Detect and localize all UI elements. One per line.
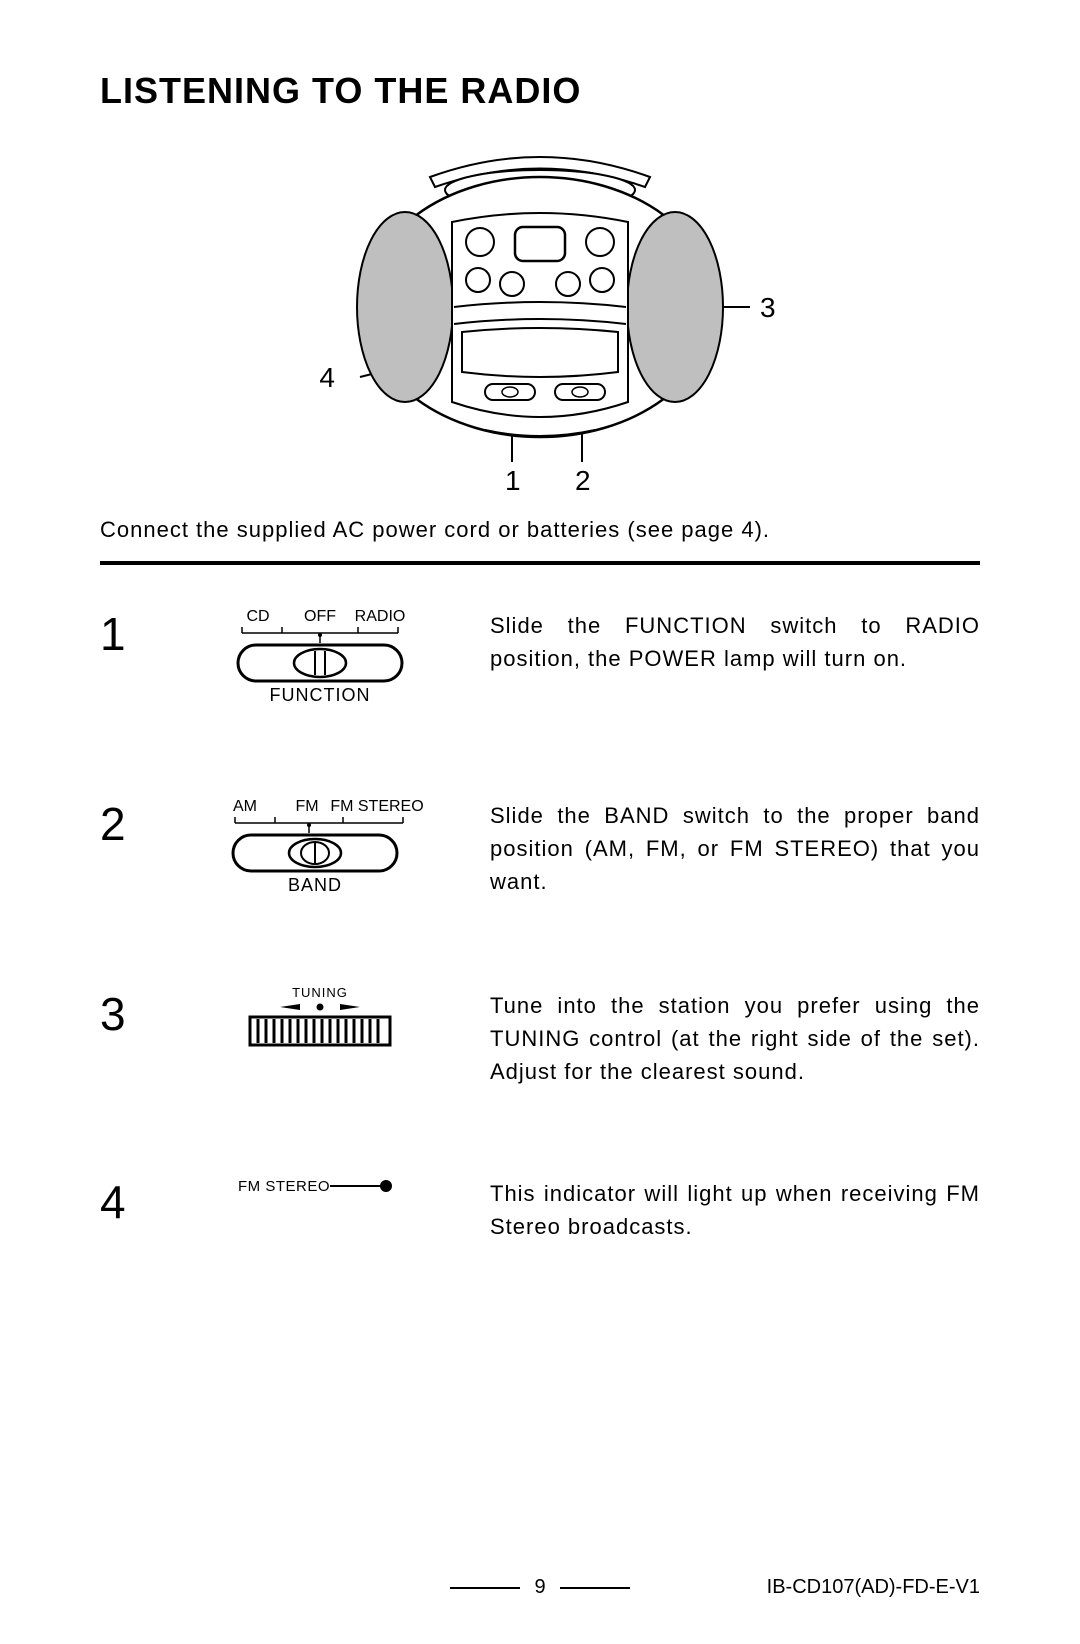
callout-2: 2 [575,465,591,496]
tuning-dial-diagram: TUNING [190,985,450,1060]
svg-text:AM: AM [233,798,257,815]
step-2: 2 AM FM FM STEREO BAND Slide the BAND sw… [100,795,980,900]
svg-text:OFF: OFF [304,608,336,625]
step-3: 3 TUNING [100,985,980,1088]
footer: 9 IB-CD107(AD)-FD-E-V1 [0,1576,1080,1599]
step-1: 1 CD OFF RADIO FUNCTION [100,605,980,710]
document-id: IB-CD107(AD)-FD-E-V1 [767,1576,980,1599]
boombox-svg: 3 4 1 2 [230,132,850,502]
svg-text:FM: FM [295,798,318,815]
svg-text:RADIO: RADIO [355,608,406,625]
step-4: 4 FM STEREO This indicator will light up… [100,1173,980,1243]
step-description: Slide the FUNCTION switch to RADIO posit… [450,605,980,675]
intro-text: Connect the supplied AC power cord or ba… [100,517,980,543]
step-description: Tune into the station you prefer using t… [450,985,980,1088]
callout-4: 4 [319,362,335,393]
footer-bar-right [560,1587,630,1589]
step-description: Slide the BAND switch to the proper band… [450,795,980,898]
svg-text:CD: CD [246,608,269,625]
band-switch-diagram: AM FM FM STEREO BAND [190,795,450,900]
footer-bar-left [450,1587,520,1589]
hero-diagram: 3 4 1 2 [100,132,980,507]
step-description: This indicator will light up when receiv… [450,1173,980,1243]
page-number: 9 [520,1576,559,1599]
fm-stereo-indicator-diagram: FM STEREO [190,1173,450,1208]
svg-text:FM STEREO: FM STEREO [238,1178,330,1195]
callout-3: 3 [760,292,776,323]
page-title: LISTENING TO THE RADIO [100,70,980,112]
svg-text:FM STEREO: FM STEREO [330,798,423,815]
boombox-icon [357,157,723,437]
svg-text:TUNING: TUNING [292,985,348,1000]
svg-text:FUNCTION: FUNCTION [270,685,371,705]
divider [100,561,980,565]
step-number: 2 [100,795,190,847]
svg-text:BAND: BAND [288,875,342,895]
step-number: 1 [100,605,190,657]
step-number: 4 [100,1173,190,1225]
step-number: 3 [100,985,190,1037]
page: LISTENING TO THE RADIO 3 4 1 2 [0,0,1080,1644]
function-switch-diagram: CD OFF RADIO FUNCTION [190,605,450,710]
callout-1: 1 [505,465,521,496]
